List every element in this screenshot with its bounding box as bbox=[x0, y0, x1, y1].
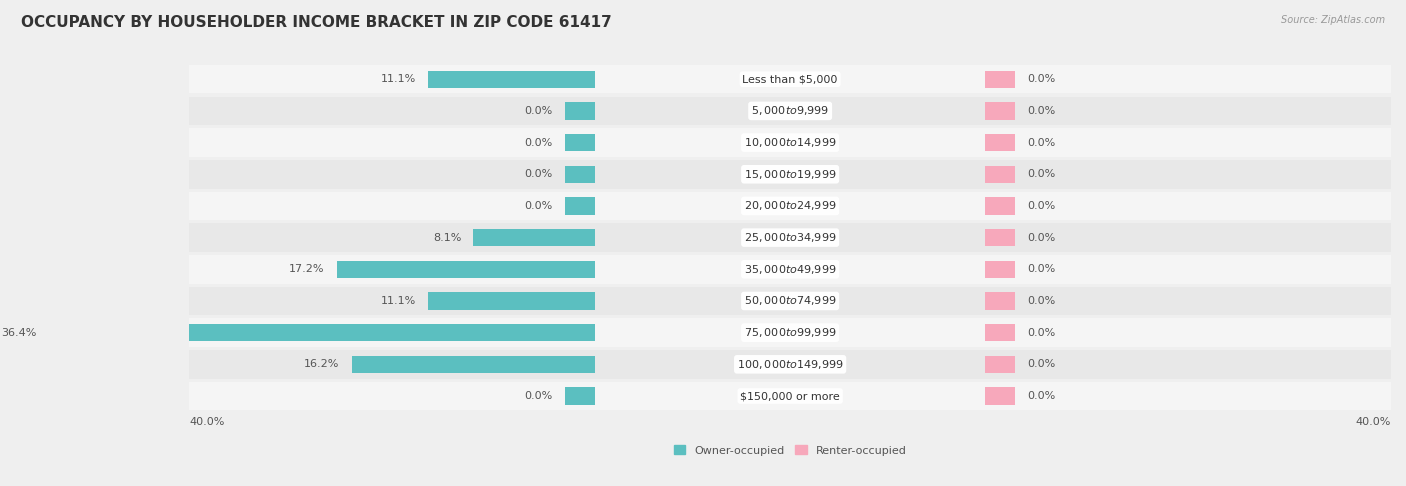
Bar bbox=[429, 292, 595, 310]
Bar bbox=[986, 324, 1015, 341]
Text: $20,000 to $24,999: $20,000 to $24,999 bbox=[744, 199, 837, 212]
Bar bbox=[190, 318, 1391, 347]
Text: 0.0%: 0.0% bbox=[1028, 233, 1056, 243]
Bar bbox=[986, 70, 1015, 88]
Text: $75,000 to $99,999: $75,000 to $99,999 bbox=[744, 326, 837, 339]
Text: 0.0%: 0.0% bbox=[524, 391, 553, 401]
Text: 0.0%: 0.0% bbox=[1028, 264, 1056, 274]
Text: 0.0%: 0.0% bbox=[1028, 296, 1056, 306]
Bar bbox=[986, 260, 1015, 278]
Text: Less than $5,000: Less than $5,000 bbox=[742, 74, 838, 84]
Text: 11.1%: 11.1% bbox=[381, 74, 416, 84]
Legend: Owner-occupied, Renter-occupied: Owner-occupied, Renter-occupied bbox=[669, 441, 911, 460]
Bar bbox=[565, 197, 595, 215]
Bar bbox=[48, 324, 595, 341]
Text: 0.0%: 0.0% bbox=[1028, 138, 1056, 148]
Bar bbox=[986, 356, 1015, 373]
Text: 0.0%: 0.0% bbox=[1028, 359, 1056, 369]
Bar bbox=[190, 255, 1391, 283]
Text: $100,000 to $149,999: $100,000 to $149,999 bbox=[737, 358, 844, 371]
Text: 0.0%: 0.0% bbox=[1028, 169, 1056, 179]
Bar bbox=[565, 387, 595, 405]
Text: 0.0%: 0.0% bbox=[1028, 391, 1056, 401]
Bar bbox=[565, 166, 595, 183]
Bar bbox=[190, 191, 1391, 220]
Bar bbox=[190, 65, 1391, 93]
Text: $25,000 to $34,999: $25,000 to $34,999 bbox=[744, 231, 837, 244]
Text: 8.1%: 8.1% bbox=[433, 233, 461, 243]
Text: 0.0%: 0.0% bbox=[524, 169, 553, 179]
Text: 0.0%: 0.0% bbox=[1028, 201, 1056, 211]
Bar bbox=[190, 128, 1391, 157]
Text: 16.2%: 16.2% bbox=[304, 359, 339, 369]
Text: $10,000 to $14,999: $10,000 to $14,999 bbox=[744, 136, 837, 149]
Text: 0.0%: 0.0% bbox=[524, 138, 553, 148]
Bar bbox=[565, 102, 595, 120]
Text: 0.0%: 0.0% bbox=[524, 106, 553, 116]
Text: $5,000 to $9,999: $5,000 to $9,999 bbox=[751, 104, 830, 118]
Bar bbox=[352, 356, 595, 373]
Text: 36.4%: 36.4% bbox=[1, 328, 37, 338]
Bar bbox=[986, 197, 1015, 215]
Text: 0.0%: 0.0% bbox=[524, 201, 553, 211]
Bar bbox=[336, 260, 595, 278]
Text: OCCUPANCY BY HOUSEHOLDER INCOME BRACKET IN ZIP CODE 61417: OCCUPANCY BY HOUSEHOLDER INCOME BRACKET … bbox=[21, 15, 612, 30]
Bar bbox=[565, 134, 595, 151]
Text: 17.2%: 17.2% bbox=[290, 264, 325, 274]
Bar bbox=[986, 387, 1015, 405]
Text: 11.1%: 11.1% bbox=[381, 296, 416, 306]
Bar bbox=[986, 102, 1015, 120]
Bar bbox=[190, 382, 1391, 410]
Bar bbox=[190, 350, 1391, 379]
Text: 40.0%: 40.0% bbox=[190, 417, 225, 427]
Bar bbox=[986, 292, 1015, 310]
Text: Source: ZipAtlas.com: Source: ZipAtlas.com bbox=[1281, 15, 1385, 25]
Bar bbox=[190, 287, 1391, 315]
Bar bbox=[429, 70, 595, 88]
Text: $35,000 to $49,999: $35,000 to $49,999 bbox=[744, 263, 837, 276]
Text: $150,000 or more: $150,000 or more bbox=[741, 391, 839, 401]
Bar bbox=[986, 166, 1015, 183]
Bar bbox=[190, 97, 1391, 125]
Text: 0.0%: 0.0% bbox=[1028, 106, 1056, 116]
Bar bbox=[986, 229, 1015, 246]
Text: $15,000 to $19,999: $15,000 to $19,999 bbox=[744, 168, 837, 181]
Text: 0.0%: 0.0% bbox=[1028, 74, 1056, 84]
Text: $50,000 to $74,999: $50,000 to $74,999 bbox=[744, 295, 837, 308]
Text: 0.0%: 0.0% bbox=[1028, 328, 1056, 338]
Bar bbox=[190, 160, 1391, 189]
Text: 40.0%: 40.0% bbox=[1355, 417, 1391, 427]
Bar bbox=[986, 134, 1015, 151]
Bar bbox=[190, 224, 1391, 252]
Bar bbox=[474, 229, 595, 246]
